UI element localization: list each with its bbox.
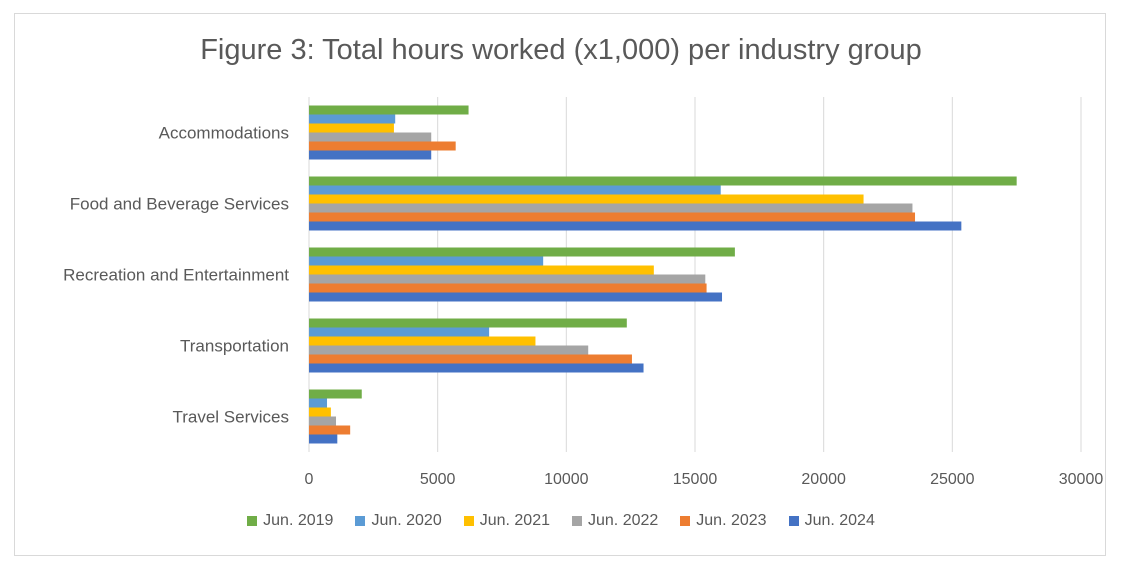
legend-label: Jun. 2020 — [371, 512, 442, 529]
legend-item: Jun. 2019 — [247, 512, 333, 530]
bar — [309, 416, 337, 426]
bar — [309, 185, 721, 195]
bar — [309, 389, 362, 399]
category-label: Accommodations — [159, 124, 289, 143]
legend-label: Jun. 2019 — [263, 512, 334, 529]
legend-item: Jun. 2021 — [463, 512, 550, 530]
bar — [309, 212, 916, 222]
x-tick-label: 5000 — [420, 471, 456, 488]
legend: Jun. 2019 Jun. 2020 Jun. 2021 Jun. 2022 Jun.… — [0, 512, 1122, 530]
bar — [309, 203, 913, 213]
x-tick-label: 30000 — [1059, 471, 1104, 488]
bar — [309, 274, 706, 284]
legend-item: Jun. 2022 — [572, 512, 658, 530]
bar — [309, 247, 735, 257]
legend-swatch — [463, 516, 474, 526]
bar — [309, 292, 723, 302]
legend-label: Jun. 2023 — [696, 512, 767, 529]
bar — [309, 105, 469, 115]
legend-label: Jun. 2021 — [479, 512, 550, 529]
bars — [309, 105, 1017, 444]
legend-swatch — [572, 516, 582, 526]
bar — [309, 363, 644, 373]
bar — [309, 114, 396, 124]
legend-label: Jun. 2022 — [588, 512, 659, 529]
legend-label: Jun. 2024 — [804, 512, 875, 529]
legend-swatch — [355, 516, 366, 526]
bar — [309, 327, 490, 337]
x-tick-label: 20000 — [801, 471, 846, 488]
legend-swatch — [247, 516, 258, 526]
bar — [309, 132, 432, 142]
bar — [309, 425, 351, 435]
bar — [309, 176, 1017, 186]
x-tick-label: 10000 — [544, 471, 589, 488]
legend-swatch — [680, 516, 691, 526]
bar — [309, 354, 632, 364]
legend-item: Jun. 2020 — [355, 512, 442, 530]
category-labels: Accommodations Food and Beverage Services… — [63, 124, 289, 427]
bar — [309, 123, 394, 133]
bar — [309, 336, 536, 346]
bar — [309, 141, 456, 151]
bar — [309, 318, 627, 328]
bar — [309, 345, 589, 355]
x-tick-label: 0 — [305, 471, 314, 488]
bar — [309, 434, 338, 444]
bar — [309, 221, 962, 231]
bar — [309, 283, 707, 293]
legend-swatch — [788, 516, 799, 526]
bar — [309, 398, 328, 408]
category-label: Transportation — [180, 337, 289, 356]
tick-labels: 0 5000 10000 15000 20000 25000 30000 — [305, 471, 1104, 488]
bar — [309, 407, 331, 417]
category-label: Recreation and Entertainment — [63, 266, 289, 285]
legend-item: Jun. 2023 — [680, 512, 767, 530]
bar — [309, 150, 432, 160]
x-tick-label: 25000 — [930, 471, 975, 488]
x-tick-label: 15000 — [673, 471, 718, 488]
category-label: Travel Services — [172, 408, 289, 427]
bar — [309, 265, 654, 275]
category-label: Food and Beverage Services — [70, 195, 289, 214]
bar — [309, 256, 544, 266]
bar — [309, 194, 864, 204]
chart-title: Figure 3: Total hours worked (x1,000) pe… — [200, 34, 922, 66]
legend-item: Jun. 2024 — [788, 512, 875, 530]
